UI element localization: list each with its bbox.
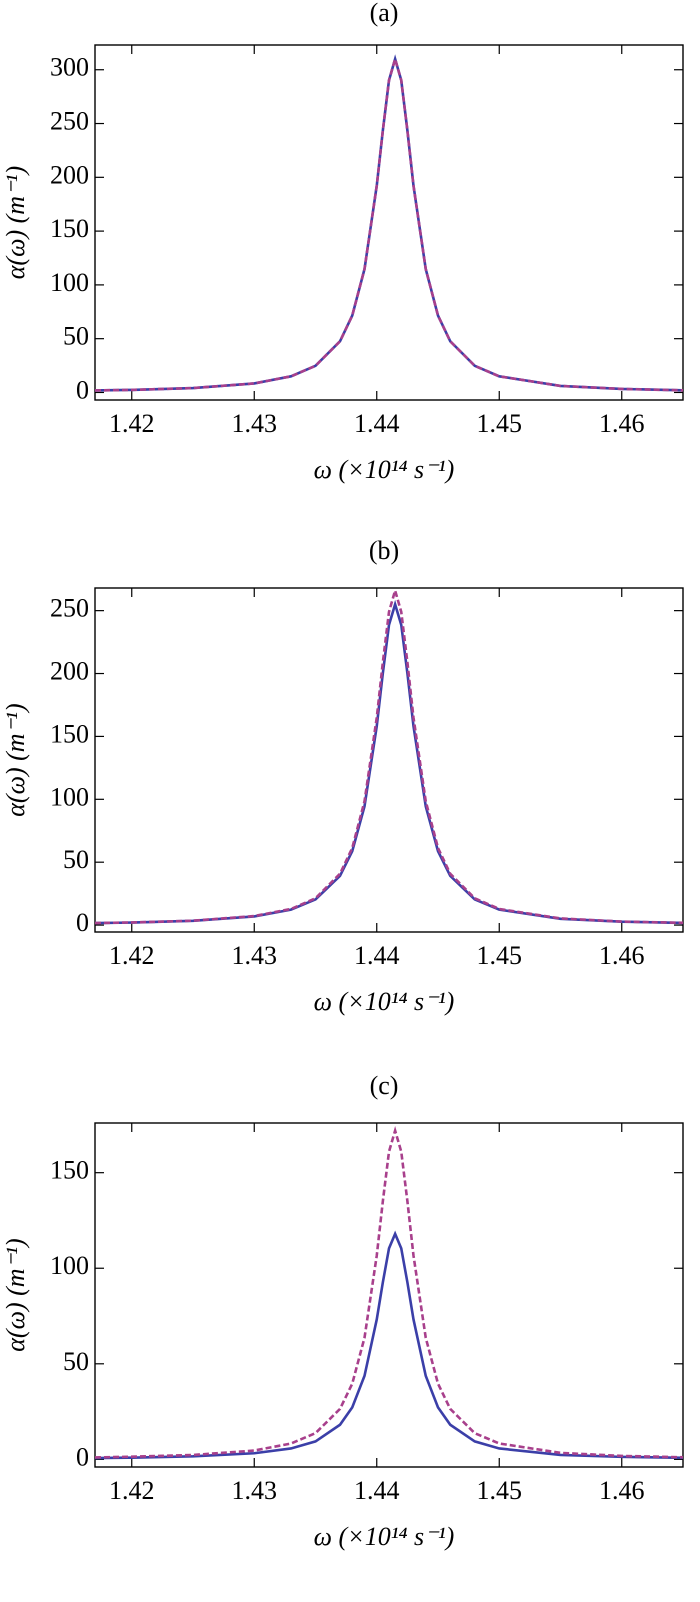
y-axis-label: α(ω) (m⁻¹) <box>1 166 30 279</box>
x-axis-label: ω (×10¹⁴ s⁻¹) <box>314 455 455 484</box>
x-tick-label: 1.44 <box>354 941 400 970</box>
panel-title: (b) <box>369 536 399 565</box>
data-line <box>94 1125 684 1459</box>
y-tick-label: 50 <box>63 322 89 351</box>
x-tick-label: 1.42 <box>109 1476 155 1505</box>
y-tick-label: 150 <box>50 719 89 748</box>
y-tick-label: 0 <box>76 908 89 937</box>
x-tick-label: 1.44 <box>354 409 400 438</box>
y-tick-label: 150 <box>50 1156 89 1185</box>
data-line <box>94 585 684 925</box>
data-line <box>94 599 684 925</box>
x-tick-label: 1.42 <box>109 941 155 970</box>
data-line <box>94 54 684 392</box>
plot-frame <box>94 587 684 933</box>
y-tick-label: 50 <box>63 1347 89 1376</box>
y-tick-label: 200 <box>50 160 89 189</box>
y-tick-label: 200 <box>50 656 89 685</box>
x-tick-label: 1.45 <box>477 409 523 438</box>
x-tick-label: 1.42 <box>109 409 155 438</box>
y-tick-label: 100 <box>50 1251 89 1280</box>
plot-frame <box>94 1122 684 1468</box>
y-axis-label: α(ω) (m⁻¹) <box>1 1238 30 1351</box>
panel-title: (c) <box>370 1071 399 1100</box>
x-tick-label: 1.46 <box>599 1476 645 1505</box>
x-tick-label: 1.43 <box>232 409 278 438</box>
y-tick-label: 250 <box>50 106 89 135</box>
x-axis-label: ω (×10¹⁴ s⁻¹) <box>314 1522 455 1551</box>
y-tick-label: 100 <box>50 782 89 811</box>
x-tick-label: 1.46 <box>599 409 645 438</box>
y-tick-label: 100 <box>50 268 89 297</box>
x-tick-label: 1.44 <box>354 1476 400 1505</box>
x-tick-label: 1.43 <box>232 1476 278 1505</box>
x-tick-label: 1.46 <box>599 941 645 970</box>
y-tick-label: 150 <box>50 214 89 243</box>
y-tick-label: 250 <box>50 594 89 623</box>
x-axis-label: ω (×10¹⁴ s⁻¹) <box>314 987 455 1016</box>
y-tick-label: 0 <box>76 375 89 404</box>
plot-frame <box>94 44 684 401</box>
y-tick-label: 300 <box>50 53 89 82</box>
data-line <box>94 54 684 392</box>
x-tick-label: 1.45 <box>477 1476 523 1505</box>
x-tick-label: 1.45 <box>477 941 523 970</box>
y-tick-label: 0 <box>76 1442 89 1471</box>
data-line <box>94 1230 684 1460</box>
x-tick-label: 1.43 <box>232 941 278 970</box>
y-axis-label: α(ω) (m⁻¹) <box>1 703 30 816</box>
panel-title: (a) <box>370 0 399 27</box>
y-tick-label: 50 <box>63 845 89 874</box>
